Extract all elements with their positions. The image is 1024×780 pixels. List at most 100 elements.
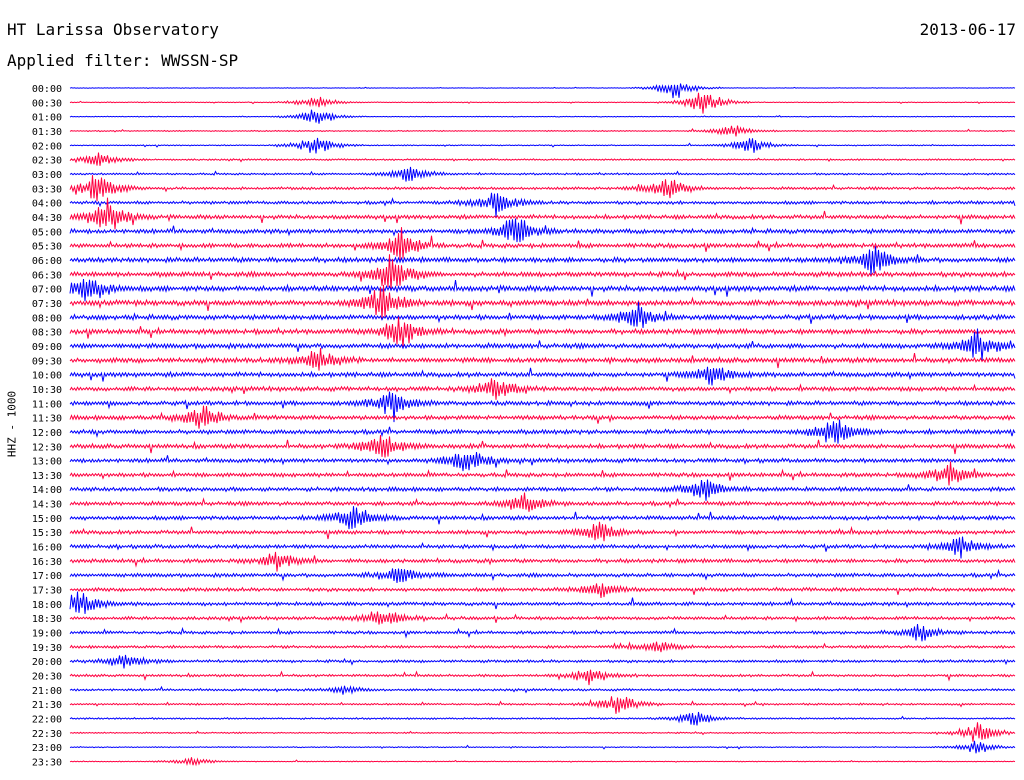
- row-time-label: 16:30: [32, 557, 62, 568]
- row-time-label: 14:00: [32, 485, 62, 496]
- row-time-label: 01:00: [32, 113, 62, 124]
- seismic-trace-1300: [69, 452, 1016, 472]
- row-time-label: 08:00: [32, 313, 62, 324]
- seismic-trace-0730: [69, 284, 1016, 320]
- row-time-label: 07:30: [32, 299, 62, 310]
- row-time-label: 10:00: [32, 371, 62, 382]
- row-time-label: 21:30: [32, 700, 62, 711]
- row-time-label: 03:00: [32, 170, 62, 181]
- seismic-trace-1400: [69, 479, 1016, 501]
- seismic-trace-2030: [69, 669, 1016, 686]
- row-time-label: 05:30: [32, 242, 62, 253]
- row-time-label: 07:00: [32, 285, 62, 296]
- seismic-trace-1630: [69, 551, 1016, 572]
- observatory-title: HT Larissa Observatory: [7, 20, 219, 39]
- row-time-label: 23:00: [32, 743, 62, 754]
- row-time-label: 22:30: [32, 729, 62, 740]
- seismic-trace-0800: [69, 301, 1016, 328]
- seismic-trace-1700: [69, 568, 1016, 584]
- seismic-trace-1930: [69, 641, 1016, 653]
- record-date: 2013-06-17: [919, 20, 1016, 39]
- seismic-trace-0200: [69, 137, 1016, 154]
- row-time-label: 00:00: [32, 84, 62, 95]
- row-time-label: 09:30: [32, 356, 62, 367]
- seismic-trace-1730: [69, 583, 1016, 598]
- row-time-label: 18:30: [32, 614, 62, 625]
- row-time-label: 18:00: [32, 600, 62, 611]
- seismic-trace-1900: [69, 623, 1016, 642]
- row-time-label: 06:00: [32, 256, 62, 267]
- row-time-label: 21:00: [32, 686, 62, 697]
- seismic-trace-0330: [69, 175, 1016, 202]
- row-time-label: 02:30: [32, 156, 62, 167]
- row-time-label: 17:30: [32, 586, 62, 597]
- row-time-label: 11:00: [32, 399, 62, 410]
- seismic-trace-0100: [69, 109, 1016, 124]
- seismic-trace-0400: [69, 192, 1016, 218]
- row-time-label: 16:00: [32, 543, 62, 554]
- row-time-label: 04:30: [32, 213, 62, 224]
- row-time-label: 13:30: [32, 471, 62, 482]
- seismic-trace-2200: [69, 711, 1016, 726]
- row-time-label: 00:30: [32, 98, 62, 109]
- seismic-trace-1430: [69, 492, 1016, 512]
- row-time-label: 19:00: [32, 629, 62, 640]
- seismic-trace-0930: [69, 348, 1016, 371]
- seismic-trace-1800: [69, 591, 1016, 614]
- seismic-trace-0530: [69, 227, 1016, 261]
- seismic-trace-0000: [69, 83, 1016, 99]
- row-time-label: 20:00: [32, 657, 62, 668]
- row-time-label: 13:00: [32, 457, 62, 468]
- seismic-trace-2000: [69, 654, 1016, 669]
- row-time-label: 20:30: [32, 672, 62, 683]
- seismic-trace-0900: [69, 328, 1016, 361]
- row-time-label: 05:00: [32, 227, 62, 238]
- seismic-trace-0300: [69, 166, 1016, 182]
- seismic-trace-1530: [69, 521, 1016, 542]
- row-time-label: 22:00: [32, 715, 62, 726]
- seismic-trace-0630: [69, 254, 1016, 291]
- seismic-trace-1600: [69, 536, 1016, 559]
- seismic-trace-2330: [69, 757, 1016, 767]
- row-time-label: 04:00: [32, 199, 62, 210]
- seismic-trace-0130: [69, 125, 1016, 137]
- seismic-trace-1030: [69, 378, 1016, 400]
- row-time-label: 15:30: [32, 528, 62, 539]
- row-time-label: 14:30: [32, 500, 62, 511]
- seismic-trace-1200: [69, 419, 1016, 444]
- seismic-trace-2300: [69, 740, 1016, 754]
- row-time-label: 02:00: [32, 141, 62, 152]
- seismic-trace-0600: [69, 246, 1016, 276]
- row-time-label: 01:30: [32, 127, 62, 138]
- row-time-label: 06:30: [32, 270, 62, 281]
- row-time-label: 23:30: [32, 758, 62, 769]
- seismic-trace-0430: [69, 197, 1016, 230]
- filter-label: Applied filter: WWSSN-SP: [7, 51, 239, 70]
- seismic-trace-2230: [69, 722, 1016, 742]
- row-time-label: 17:00: [32, 571, 62, 582]
- row-time-label: 10:30: [32, 385, 62, 396]
- row-time-label: 12:30: [32, 442, 62, 453]
- seismic-trace-1230: [69, 435, 1016, 458]
- row-time-label: 09:00: [32, 342, 62, 353]
- seismic-trace-0830: [69, 316, 1016, 349]
- row-time-label: 03:30: [32, 184, 62, 195]
- row-time-label: 11:30: [32, 414, 62, 425]
- seismic-trace-1330: [69, 461, 1016, 486]
- row-time-label: 15:00: [32, 514, 62, 525]
- seismic-trace-1100: [69, 391, 1016, 423]
- seismic-trace-0030: [69, 92, 1016, 114]
- seismic-trace-0230: [69, 152, 1016, 166]
- seismic-trace-0500: [69, 218, 1016, 243]
- seismic-trace-1130: [69, 405, 1016, 429]
- seismic-trace-1000: [69, 366, 1016, 386]
- seismic-trace-2100: [69, 685, 1016, 695]
- seismic-trace-2130: [69, 696, 1016, 714]
- seismic-trace-0700: [69, 278, 1016, 302]
- row-time-label: 19:30: [32, 643, 62, 654]
- seismic-trace-1830: [69, 611, 1016, 625]
- row-time-label: 08:30: [32, 328, 62, 339]
- row-time-label: 12:00: [32, 428, 62, 439]
- seismic-trace-1500: [69, 506, 1016, 530]
